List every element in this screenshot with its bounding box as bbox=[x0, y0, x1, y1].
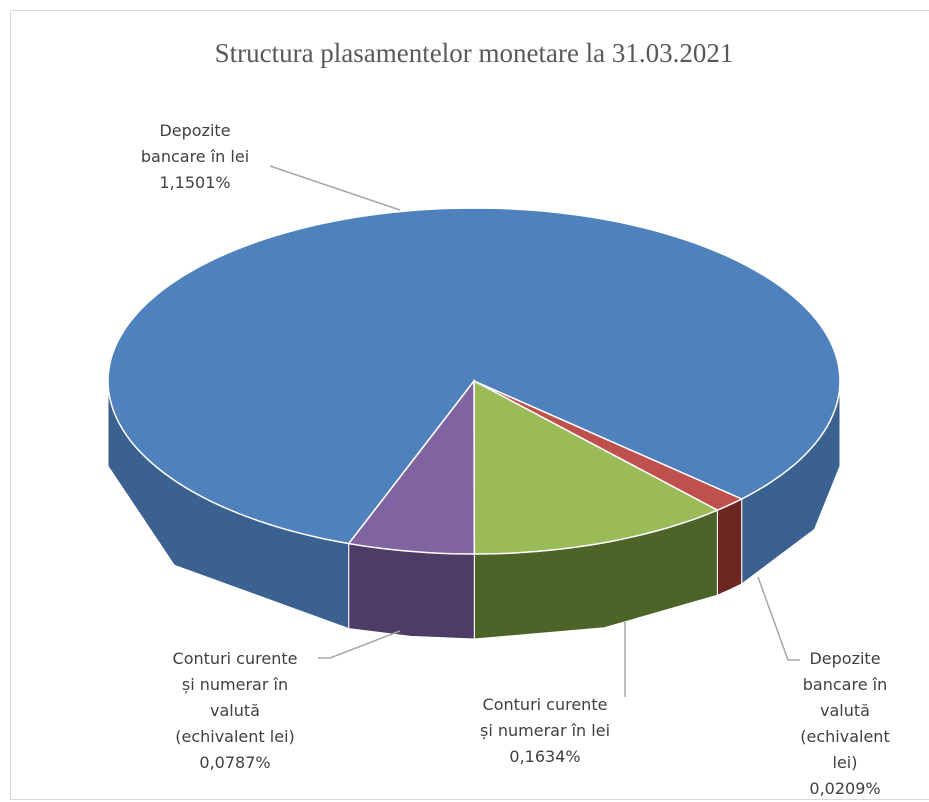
category-label: Conturi curente și numerar în valută (ec… bbox=[172, 649, 298, 746]
slice bbox=[473, 379, 720, 555]
slice-side bbox=[348, 543, 475, 640]
data-label: Depozite bancare în valută (echivalent l… bbox=[800, 646, 889, 802]
value-label: 0,1634% bbox=[509, 747, 581, 766]
data-label: Conturi curente și numerar în valută (ec… bbox=[173, 646, 298, 776]
leader-line bbox=[269, 165, 401, 211]
category-label: Conturi curente și numerar în lei bbox=[479, 695, 611, 740]
data-label: Depozite bancare în lei 1,1501% bbox=[141, 118, 249, 196]
data-label: Conturi curente și numerar în lei 0,1634% bbox=[480, 692, 610, 770]
slice-side bbox=[716, 498, 743, 596]
slice bbox=[107, 207, 841, 545]
value-label: 1,1501% bbox=[159, 173, 231, 192]
value-label: 0,0209% bbox=[809, 779, 881, 798]
slice bbox=[347, 378, 476, 555]
category-label: Depozite bancare în valută (echivalent l… bbox=[800, 649, 890, 772]
chart: Structura plasamentelor monetare la 31.0… bbox=[107, 38, 841, 697]
leader-line bbox=[318, 630, 401, 659]
leader-line bbox=[757, 576, 800, 661]
chart-title: Structura plasamentelor monetare la 31.0… bbox=[215, 38, 734, 68]
category-label: Depozite bancare în lei bbox=[140, 121, 250, 166]
page: Structura plasamentelor monetare la 31.0… bbox=[10, 10, 929, 800]
value-label: 0,0787% bbox=[199, 753, 271, 772]
